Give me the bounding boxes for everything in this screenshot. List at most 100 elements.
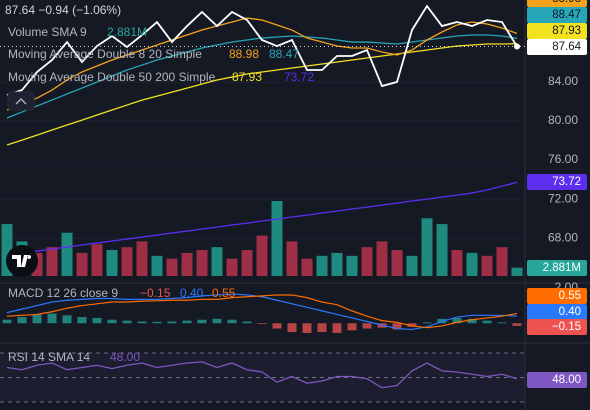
price-tag-bg (527, 23, 587, 39)
volume-bar (91, 244, 103, 276)
volume-bar (241, 250, 253, 276)
histogram-bar (467, 318, 477, 324)
legend-value: 0.55 (212, 286, 236, 300)
price-tag: 0.55 (559, 290, 581, 302)
histogram-bar (197, 319, 207, 324)
price-tag: 88.47 (552, 9, 581, 21)
legend-name: Moving Average Double 50 200 Simple (8, 70, 216, 84)
volume-bar (316, 255, 328, 276)
y-tick-label: 72.00 (548, 191, 578, 205)
last-price-dot (514, 43, 520, 50)
histogram-bar (62, 315, 72, 324)
logo (6, 245, 38, 277)
histogram-bar (332, 323, 342, 333)
volume-bar (376, 241, 388, 276)
histogram-bar (407, 323, 417, 327)
volume-bar (121, 247, 133, 276)
price-tag: 87.64 (552, 41, 581, 53)
volume-bar (166, 258, 178, 276)
volume-bar (271, 201, 283, 276)
volume-bar (436, 224, 448, 276)
histogram-bar (422, 322, 432, 324)
histogram-bar (32, 314, 42, 324)
volume-bar (211, 247, 223, 276)
histogram-bar (362, 323, 372, 329)
volume-bar (61, 232, 73, 276)
histogram-bar (497, 322, 507, 324)
histogram-bar (392, 323, 402, 330)
price-tag: 2.881M (543, 262, 581, 274)
histogram-bar (317, 323, 327, 333)
header: 87.64 −0.94 (−1.06%) (5, 3, 121, 17)
volume-bar (76, 252, 88, 276)
histogram-bar (152, 321, 162, 324)
price-tag-bg (527, 372, 587, 388)
histogram-bar (242, 321, 252, 324)
volume-bar (346, 255, 358, 276)
legend-name: MACD 12 26 close 9 (8, 286, 118, 300)
volume-bar (451, 250, 463, 276)
price-tag-bg (527, 260, 587, 276)
histogram-bar (512, 323, 522, 326)
volume-bar (196, 250, 208, 276)
price-tag-bg (527, 319, 587, 335)
price-tag-bg (527, 288, 587, 304)
histogram-bar (257, 323, 267, 325)
legend-value: 48.00 (110, 350, 140, 364)
volume-bar (301, 258, 313, 276)
legend-value: −0.15 (140, 286, 171, 300)
y-tick-label: 80.00 (548, 113, 578, 127)
last-price: 87.64 (5, 3, 35, 17)
volume-bar (406, 255, 418, 276)
legend-name: Moving Average Double 8 20 Simple (8, 47, 202, 61)
histogram-bar (452, 317, 462, 324)
moving-average-line (6, 181, 518, 256)
legend-value: 73.72 (284, 70, 314, 84)
legend-value: 87.93 (232, 70, 262, 84)
price-tag-bg (527, 39, 587, 55)
price-line (6, 4, 518, 96)
legend-name: Volume SMA 9 (8, 25, 87, 39)
volume-bar (466, 252, 478, 276)
price-change: −0.94 (−1.06%) (38, 3, 121, 17)
volume-bar (136, 241, 148, 276)
histogram-bar (227, 319, 237, 324)
volume-bar (46, 247, 58, 276)
macd-line (6, 293, 518, 331)
volume-bar (286, 241, 298, 276)
collapse-button[interactable] (7, 91, 35, 111)
histogram-bar (287, 323, 297, 333)
y-tick-label: 84.00 (548, 74, 578, 88)
volume-bar (481, 255, 493, 276)
volume-bar (181, 252, 193, 276)
volume-bar (391, 250, 403, 276)
moving-average-line (6, 34, 518, 119)
price-tag: −0.15 (552, 321, 581, 333)
legend-value: 88.98 (229, 47, 259, 61)
volume-bar (151, 255, 163, 276)
histogram-bar (272, 323, 282, 329)
volume-bar (361, 247, 373, 276)
legend-value: 0.40 (180, 286, 204, 300)
histogram-bar (77, 317, 87, 324)
histogram-bar (182, 320, 192, 324)
legend-value: 88.47 (269, 47, 299, 61)
moving-average-line (6, 17, 518, 111)
histogram-bar (137, 321, 147, 324)
price-tag: 73.72 (552, 176, 581, 188)
histogram-bar (302, 323, 312, 333)
volume-bar (331, 252, 343, 276)
y-tick-label: 68.00 (548, 230, 578, 244)
volume-bar (226, 258, 238, 276)
rsi-band (0, 353, 525, 402)
histogram-bar (92, 317, 102, 324)
histogram-bar (107, 319, 117, 324)
legend-name: RSI 14 SMA 14 (8, 350, 90, 364)
histogram-bar (2, 319, 12, 324)
price-tag: 88.98 (552, 0, 581, 5)
macd-line (6, 294, 518, 329)
price-tag-bg (527, 174, 587, 190)
histogram-bar (482, 320, 492, 324)
